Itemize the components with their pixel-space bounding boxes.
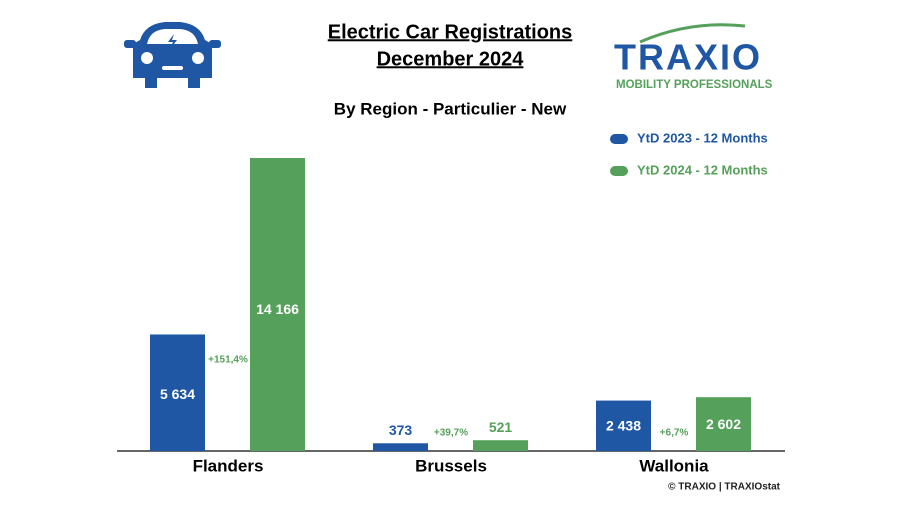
bar	[150, 334, 205, 451]
data-label: 14 166	[256, 301, 299, 317]
bar	[473, 440, 528, 451]
bar	[696, 397, 751, 451]
source: © TRAXIO | TRAXIOstat	[668, 482, 781, 493]
data-label: 373	[389, 422, 413, 438]
annotation: +39,7%	[434, 428, 468, 439]
legend-label: YtD 2024 - 12 Months	[637, 162, 768, 177]
x-tick-label: Brussels	[415, 456, 487, 475]
x-tick-label: Wallonia	[639, 456, 709, 475]
data-label: 5 634	[160, 386, 195, 402]
legend-label: YtD 2023 - 12 Months	[637, 130, 768, 145]
x-tick-label: Flanders	[193, 456, 264, 475]
chart-title: Electric Car Registrations	[328, 21, 573, 43]
annotation: +6,7%	[660, 428, 689, 439]
chart-subtitle: By Region - Particulier - New	[334, 99, 567, 118]
bar	[373, 443, 428, 451]
data-label: 521	[489, 419, 513, 435]
legend-swatch	[610, 166, 628, 176]
data-label: 2 602	[706, 416, 741, 432]
annotation: +151,4%	[208, 355, 248, 366]
logo-tagline: MOBILITY PROFESSIONALS	[616, 79, 773, 91]
logo-swoosh	[639, 23, 746, 44]
data-label: 2 438	[606, 417, 641, 433]
car-icon	[124, 22, 221, 88]
bar	[596, 400, 651, 451]
bar	[250, 158, 305, 451]
logo-name: TRAXIO	[614, 37, 762, 78]
chart-title: December 2024	[377, 48, 525, 70]
legend-swatch	[610, 134, 628, 144]
